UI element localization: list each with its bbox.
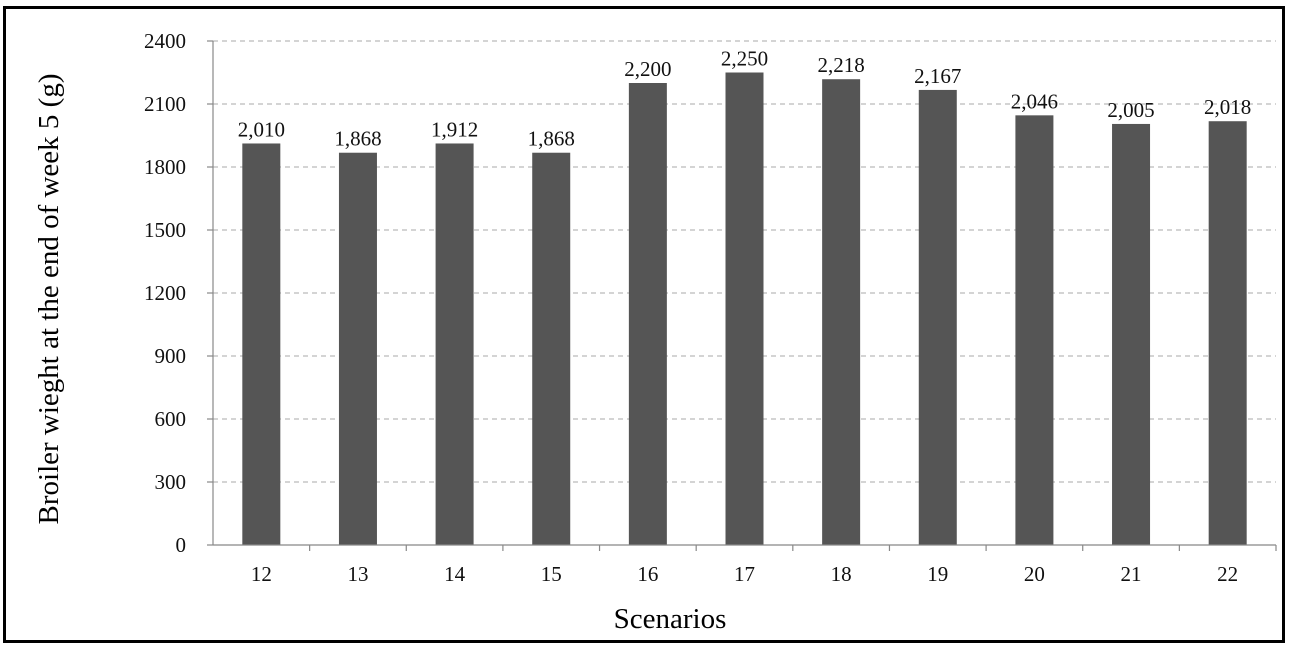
data-label: 2,010 bbox=[238, 117, 285, 141]
data-label: 2,250 bbox=[721, 47, 768, 71]
x-tick-label: 13 bbox=[347, 562, 368, 586]
bars bbox=[242, 72, 1247, 546]
y-tick-label: 2400 bbox=[144, 29, 186, 53]
bar bbox=[242, 143, 281, 546]
y-tick-label: 900 bbox=[155, 344, 187, 368]
y-tick-label: 1800 bbox=[144, 155, 186, 179]
x-tick-label: 19 bbox=[927, 562, 948, 586]
data-label: 1,868 bbox=[334, 127, 381, 151]
y-tick-label: 1200 bbox=[144, 281, 186, 305]
data-label: 2,218 bbox=[818, 53, 865, 77]
data-label: 2,167 bbox=[914, 64, 961, 88]
y-axis-title: Broiler wieght at the end of week 5 (g) bbox=[33, 74, 65, 525]
bar bbox=[918, 89, 957, 546]
bar bbox=[338, 152, 377, 545]
bar bbox=[628, 83, 667, 545]
x-tick-label: 12 bbox=[251, 562, 272, 586]
y-tick-label: 0 bbox=[176, 533, 187, 557]
bar bbox=[1015, 115, 1054, 545]
data-label: 1,868 bbox=[528, 127, 575, 151]
x-tick-label: 14 bbox=[444, 562, 466, 586]
axes bbox=[207, 40, 1277, 551]
bar bbox=[1112, 123, 1151, 545]
data-label: 1,912 bbox=[431, 117, 478, 141]
chart-frame: 0 300 600 900 1200 1500 1800 2100 2400 12 2,010 13 1… bbox=[3, 6, 1285, 643]
bar bbox=[435, 143, 474, 546]
data-label: 2,046 bbox=[1011, 89, 1058, 113]
data-label: 2,018 bbox=[1204, 95, 1251, 119]
bar bbox=[532, 152, 571, 545]
y-tick-label: 300 bbox=[155, 470, 187, 494]
x-tick-label: 18 bbox=[831, 562, 852, 586]
x-tick-label: 21 bbox=[1121, 562, 1142, 586]
x-tick-label: 15 bbox=[541, 562, 562, 586]
data-label: 2,200 bbox=[624, 57, 671, 81]
labels: 0 300 600 900 1200 1500 1800 2100 2400 12 2,010 13 1… bbox=[144, 29, 1251, 586]
y-tick-label: 600 bbox=[155, 407, 187, 431]
bar bbox=[1208, 121, 1247, 545]
bar bbox=[822, 79, 861, 545]
y-tick-label: 2100 bbox=[144, 92, 186, 116]
data-label: 2,005 bbox=[1107, 98, 1154, 122]
x-tick-label: 22 bbox=[1217, 562, 1238, 586]
x-tick-label: 20 bbox=[1024, 562, 1045, 586]
x-axis-title: Scenarios bbox=[614, 603, 727, 635]
x-tick-label: 16 bbox=[637, 562, 658, 586]
x-tick-label: 17 bbox=[734, 562, 755, 586]
y-tick-label: 1500 bbox=[144, 218, 186, 242]
bar-chart: 0 300 600 900 1200 1500 1800 2100 2400 12 2,010 13 1… bbox=[33, 29, 1277, 635]
bar bbox=[725, 72, 764, 545]
